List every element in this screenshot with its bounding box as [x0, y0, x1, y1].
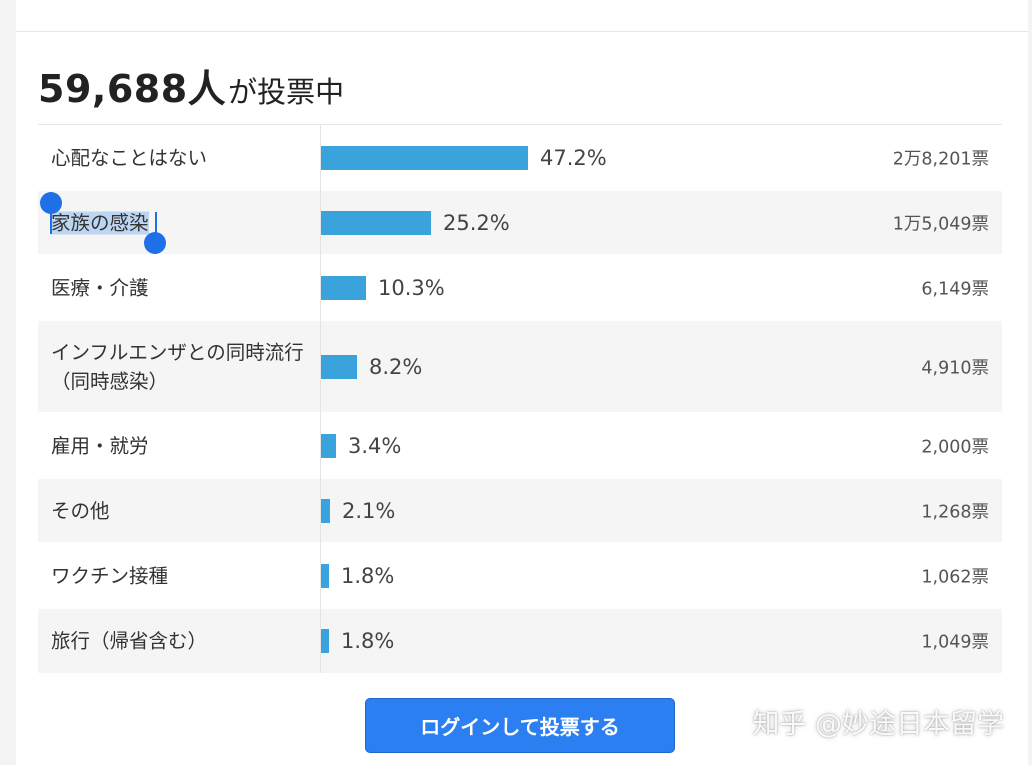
vote-count: 1万5,049票: [892, 214, 989, 234]
poll-header: 59,688人 が投票中: [38, 58, 345, 111]
result-bar: [321, 563, 329, 588]
vote-count: 1,049票: [921, 632, 989, 653]
vote-count: 1,268票: [921, 502, 989, 522]
poll-option-label: 家族の感染: [51, 208, 313, 237]
selection-handle-start[interactable]: [40, 192, 62, 214]
poll-option-label: 旅行（帰省含む）: [51, 629, 208, 653]
vote-count: 4,910票: [921, 358, 989, 378]
poll-option-label: ワクチン接種: [51, 564, 169, 587]
percentage-label: 1.8%: [341, 563, 395, 588]
percentage-label: 2.1%: [342, 498, 396, 523]
result-bar: [321, 275, 366, 300]
vote-count: 2万8,201票: [892, 149, 989, 170]
voter-count: 59,688人: [38, 67, 227, 111]
percentage-label: 3.4%: [348, 433, 402, 458]
result-bar: [321, 146, 528, 170]
poll-row: ワクチン接種 1.8% 1,062票: [38, 544, 1002, 607]
selection-stem-end[interactable]: [155, 212, 157, 240]
voter-count-suffix: が投票中: [228, 75, 345, 109]
poll-option-label: インフルエンザとの同時流行（同時感染）: [51, 340, 304, 393]
selection-handle-end[interactable]: [144, 232, 166, 254]
percentage-label: 25.2%: [443, 210, 510, 235]
percentage-label: 47.2%: [540, 146, 607, 170]
percentage-label: 8.2%: [369, 354, 423, 379]
poll-row: 旅行（帰省含む） 1.8% 1,049票: [38, 609, 1002, 673]
poll-row: その他 2.1% 1,268票: [38, 479, 1002, 542]
result-bar: [321, 433, 336, 458]
result-bar: [321, 498, 330, 523]
selected-text[interactable]: 家族の感染: [51, 211, 149, 234]
poll-row: 医療・介護 10.3% 6,149票: [38, 256, 1002, 319]
poll-option-label: 医療・介護: [51, 276, 149, 299]
poll-option-label: 雇用・就労: [51, 434, 149, 457]
poll-row: 心配なことはない 47.2% 2万8,201票: [38, 127, 1002, 189]
poll-row: 雇用・就労 3.4% 2,000票: [38, 414, 1002, 477]
vote-count: 6,149票: [921, 279, 989, 299]
poll-option-label: その他: [51, 499, 110, 522]
top-divider: [16, 31, 1028, 32]
vote-count: 1,062票: [921, 567, 989, 587]
login-to-vote-button[interactable]: ログインして投票する: [365, 698, 675, 753]
column-divider: [320, 125, 321, 673]
result-bar: [321, 210, 431, 235]
result-bar: [321, 354, 357, 379]
percentage-label: 10.3%: [378, 275, 445, 300]
vote-count: 2,000票: [921, 437, 989, 457]
selection-stem-start[interactable]: [50, 206, 52, 234]
table-top-border: [38, 124, 1002, 125]
poll-option-label: 心配なことはない: [51, 146, 208, 170]
result-bar: [321, 629, 329, 653]
poll-row: 家族の感染 25.2% 1万5,049票: [38, 191, 1002, 254]
poll-row: インフルエンザとの同時流行（同時感染） 8.2% 4,910票: [38, 321, 1002, 412]
percentage-label: 1.8%: [341, 629, 395, 653]
watermark: 知乎 @妙途日本留学: [752, 709, 1004, 740]
